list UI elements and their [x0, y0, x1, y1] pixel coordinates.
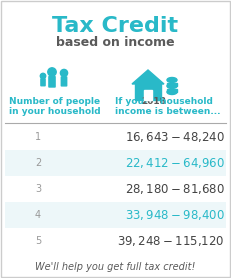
Ellipse shape — [167, 78, 177, 83]
Text: $16,643 - $48,240: $16,643 - $48,240 — [125, 130, 225, 144]
Bar — [135, 84, 161, 100]
Polygon shape — [132, 70, 164, 84]
Text: We'll help you get full tax credit!: We'll help you get full tax credit! — [35, 262, 195, 272]
Text: 4: 4 — [35, 210, 41, 220]
FancyBboxPatch shape — [61, 77, 67, 86]
Circle shape — [40, 73, 46, 79]
Circle shape — [60, 70, 68, 77]
Ellipse shape — [167, 83, 177, 88]
Text: 2: 2 — [35, 158, 41, 168]
FancyBboxPatch shape — [41, 79, 45, 86]
Text: $22,412 - $64,960: $22,412 - $64,960 — [125, 156, 225, 170]
Bar — [5, 202, 226, 228]
Bar — [167, 83, 177, 86]
Text: If your: If your — [115, 97, 152, 106]
Text: based on income: based on income — [56, 36, 174, 49]
Text: 3: 3 — [35, 184, 41, 194]
Text: $28,180 - $81,680: $28,180 - $81,680 — [125, 182, 225, 196]
Bar — [144, 90, 152, 100]
Text: in your household: in your household — [9, 107, 101, 116]
Ellipse shape — [167, 90, 177, 95]
Text: 1: 1 — [35, 132, 41, 142]
Text: household: household — [157, 97, 213, 106]
Text: $33,948 - $98,400: $33,948 - $98,400 — [125, 208, 225, 222]
Text: 2018: 2018 — [141, 97, 166, 106]
Bar — [167, 89, 177, 92]
FancyBboxPatch shape — [49, 77, 55, 87]
Text: Tax Credit: Tax Credit — [52, 16, 178, 36]
Text: Number of people: Number of people — [9, 97, 100, 106]
Text: 5: 5 — [35, 236, 41, 246]
Text: $39,248 - $115,120: $39,248 - $115,120 — [117, 234, 225, 248]
Circle shape — [48, 68, 56, 76]
Text: income is between...: income is between... — [115, 107, 221, 116]
Bar — [5, 150, 226, 176]
